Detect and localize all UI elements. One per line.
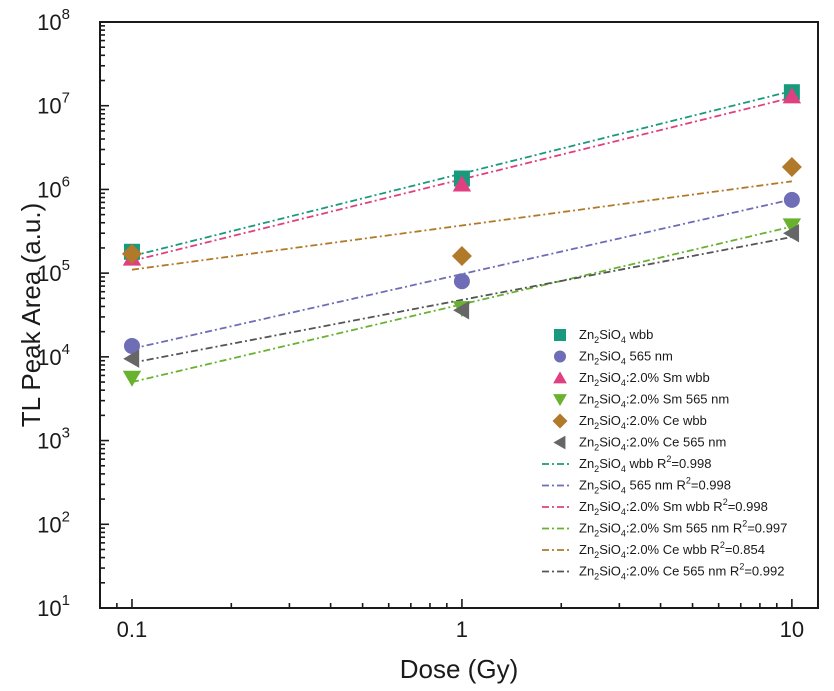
legend-marker-zs_wbb: [554, 329, 566, 341]
y-axis-title: TL Peak Area (a.u.): [16, 203, 46, 427]
zs_565-point: [123, 337, 140, 354]
fit_ce_wbb-line: [131, 180, 792, 271]
fit_sm_wbb-line: [131, 96, 793, 262]
legend-label-sm_wbb: Zn2SiO4:2.0% Sm wbb: [579, 370, 710, 388]
y-tick-label: 106: [37, 173, 70, 202]
plot-frame: [99, 21, 819, 609]
sm_565-point: [122, 370, 142, 387]
x-tick-label: 0.1: [117, 617, 148, 642]
legend-label-ce_wbb: Zn2SiO4:2.0% Ce wbb: [579, 413, 707, 431]
ce_wbb-point: [121, 243, 142, 264]
fit_ce_565-line: [131, 236, 793, 364]
zs_565-point: [783, 191, 800, 208]
y-tick-label: 105: [37, 257, 70, 286]
legend-label-zs_wbb: Zn2SiO4 wbb: [579, 327, 653, 345]
legend-label-fit_zs_wbb: Zn2SiO4 wbb R2=0.998: [579, 454, 711, 474]
data-markers: [121, 84, 802, 387]
sm_565-point: [782, 218, 802, 235]
legend-label-sm_565: Zn2SiO4:2.0% Sm 565 nm: [579, 392, 729, 410]
y-tick-label: 104: [37, 341, 70, 370]
sm_wbb-point: [782, 87, 802, 104]
x-axis-title: Dose (Gy): [400, 654, 518, 684]
zs_565-point: [453, 273, 470, 290]
legend-marker-zs_565: [554, 350, 566, 363]
legend-marker-ce_565: [553, 435, 566, 450]
legend-label-fit_ce_wbb: Zn2SiO4:2.0% Ce wbb R2=0.854: [579, 540, 765, 560]
legend-label-fit_ce_565: Zn2SiO4:2.0% Ce 565 nm R2=0.992: [579, 562, 784, 582]
legend-marker-ce_wbb: [552, 413, 568, 429]
legend-label-fit_sm_565: Zn2SiO4:2.0% Sm 565 nm R2=0.997: [579, 519, 787, 539]
y-tick-label: 107: [37, 90, 70, 119]
fit-lines: [131, 90, 793, 383]
y-axis: 101 102 103 104 105 106 107 108: [37, 6, 109, 621]
y-tick-label: 101: [37, 592, 70, 621]
x-axis: 0.1 1 10: [99, 599, 804, 642]
sm_wbb-point: [452, 175, 472, 192]
legend-marker-sm_wbb: [553, 371, 567, 384]
legend-label-fit_zs_565: Zn2SiO4 565 nm R2=0.998: [579, 476, 731, 496]
legend-label-fit_sm_wbb: Zn2SiO4:2.0% Sm wbb R2=0.998: [579, 497, 768, 517]
legend-label-ce_565: Zn2SiO4:2.0% Ce 565 nm: [579, 435, 726, 453]
ce_wbb-point: [781, 157, 802, 178]
ce_wbb-point: [451, 246, 472, 267]
y-tick-label: 102: [37, 508, 70, 537]
x-tick-label: 10: [780, 617, 804, 642]
y-tick-label: 108: [37, 6, 70, 35]
y-tick-label: 103: [37, 425, 70, 454]
legend: Zn2SiO4 wbb Zn2SiO4 565 nm Zn2SiO4:2.0% Sm…: [542, 327, 787, 582]
legend-marker-sm_565: [553, 394, 567, 407]
x-tick-label: 1: [456, 617, 468, 642]
legend-label-zs_565: Zn2SiO4 565 nm: [579, 349, 673, 367]
ce_565-point: [123, 349, 140, 368]
ce_565-point: [453, 301, 470, 320]
ce_565-point: [783, 224, 800, 243]
